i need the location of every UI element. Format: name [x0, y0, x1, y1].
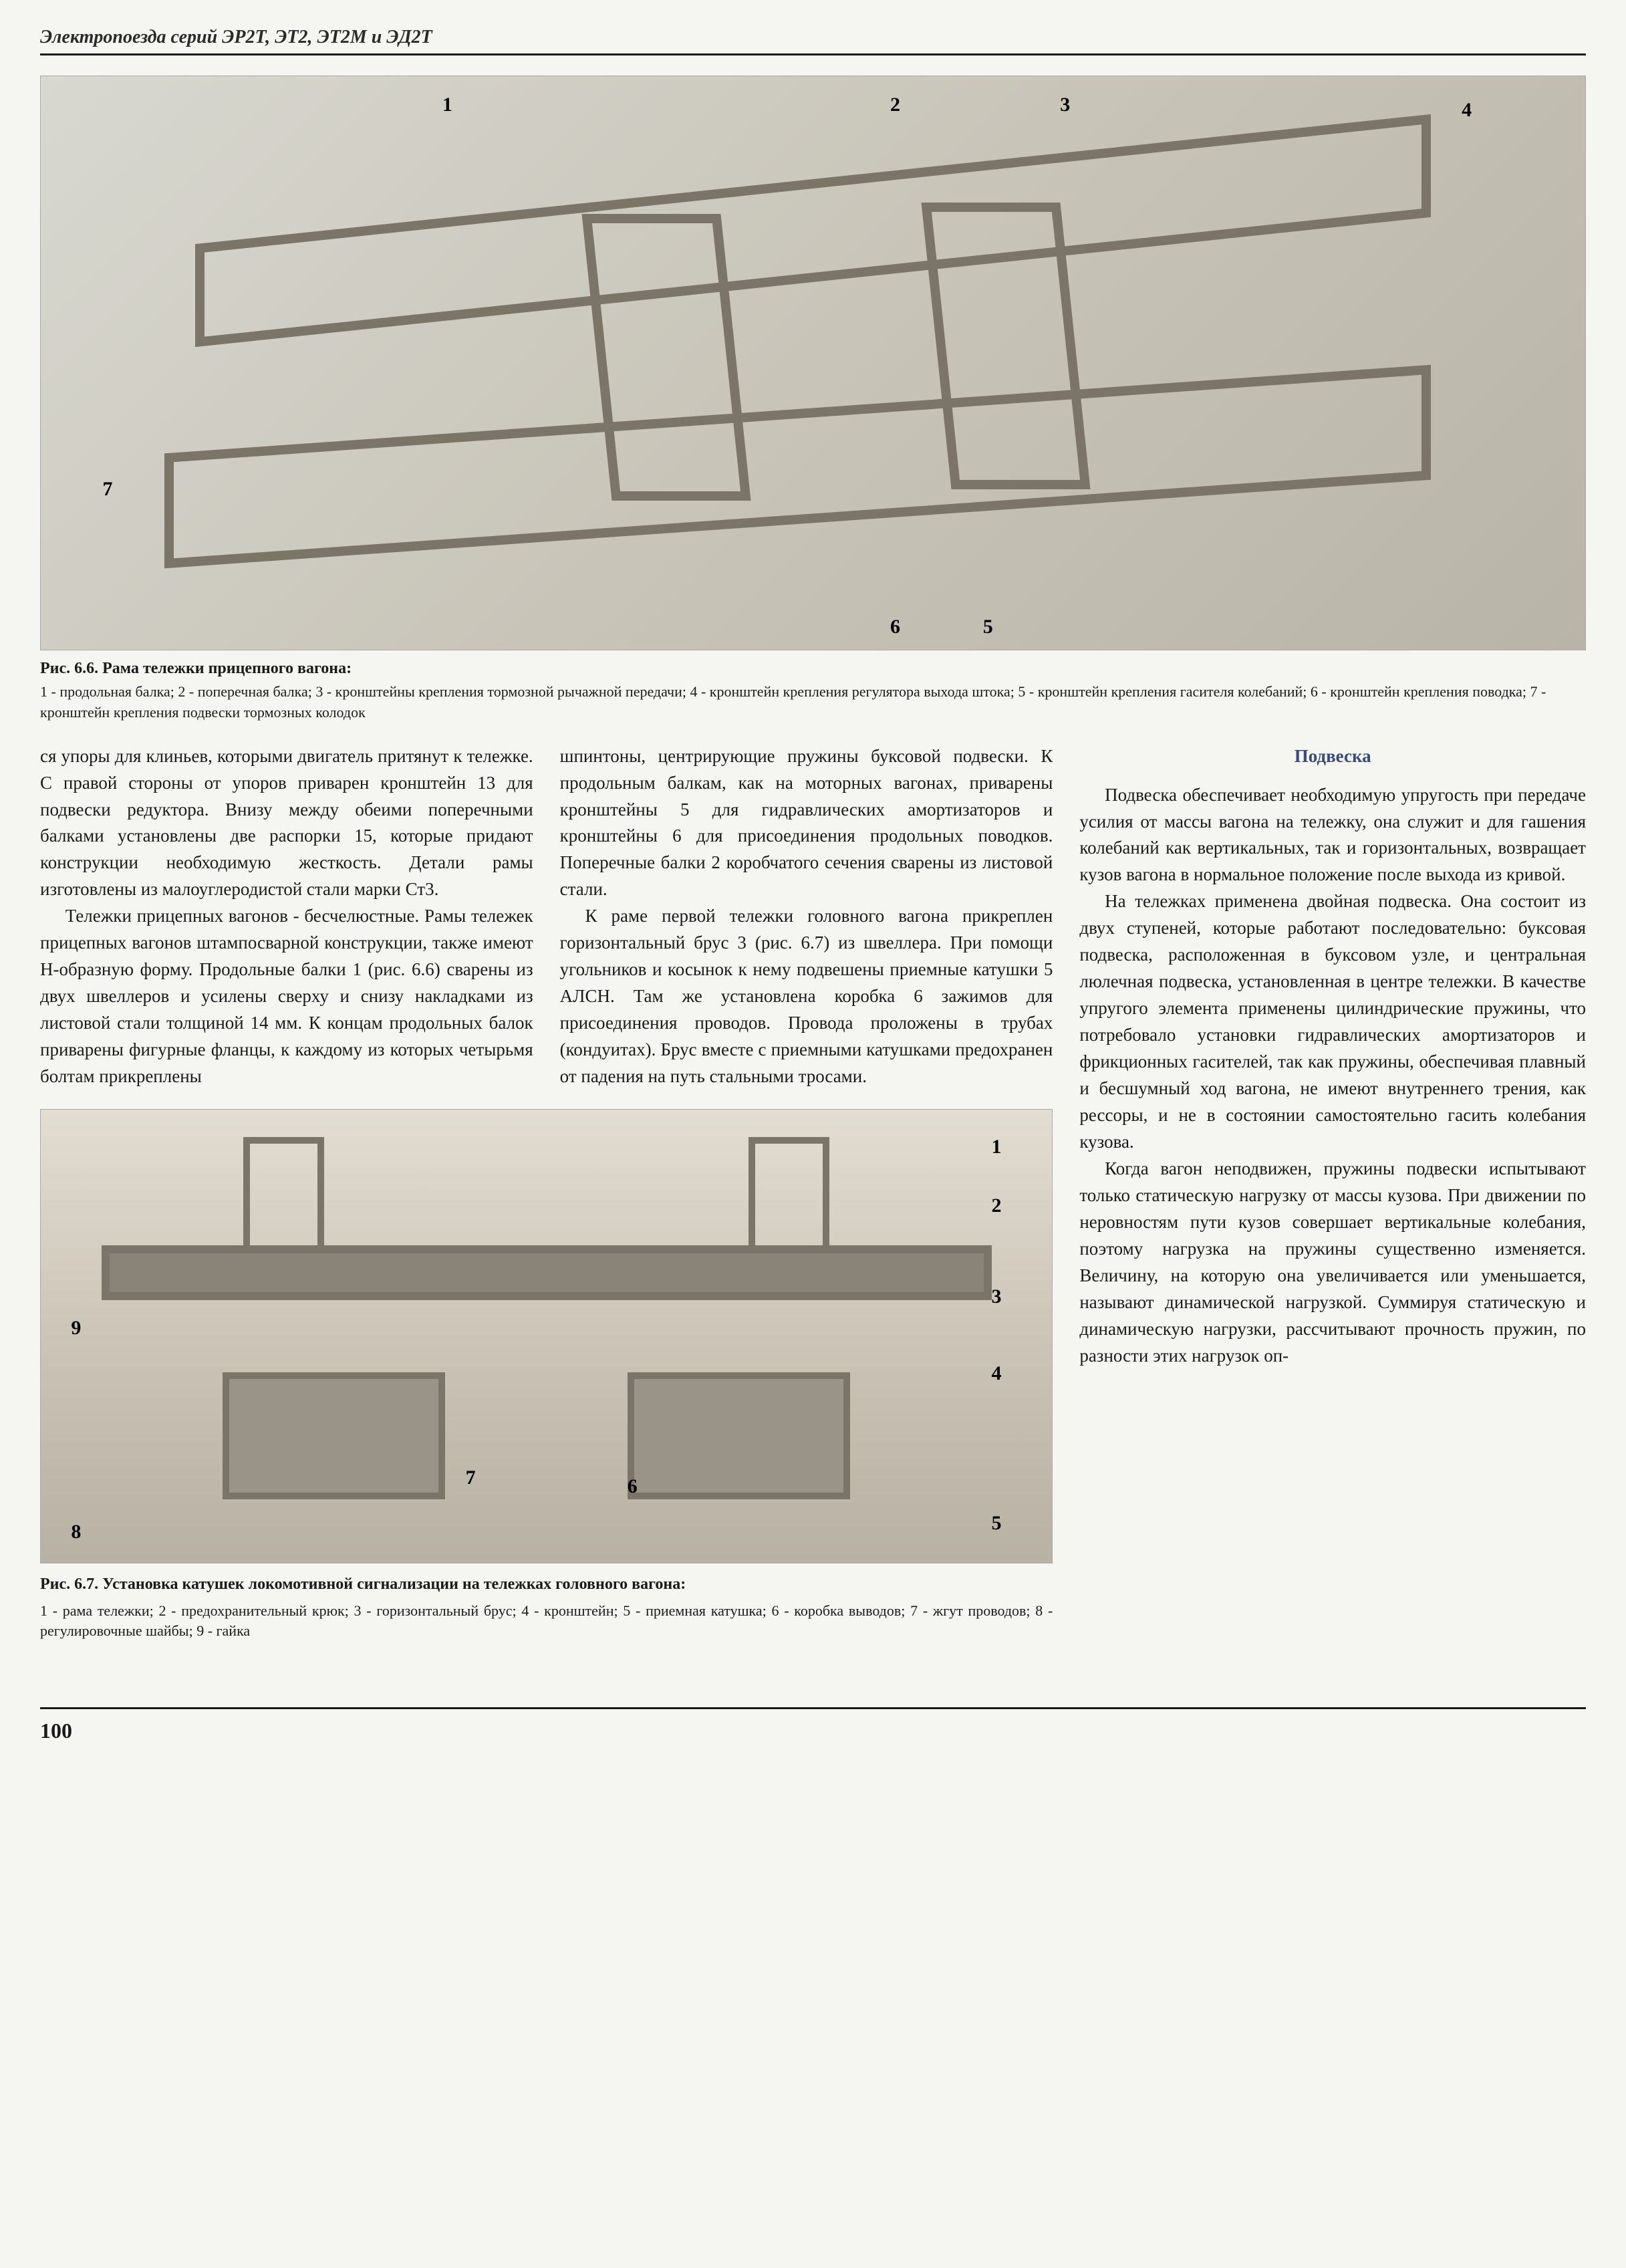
callout-4: 4 — [1462, 99, 1472, 122]
callout-3: 3 — [1060, 94, 1070, 116]
callout-b8: 8 — [71, 1517, 81, 1547]
section-heading-podveska: Подвеска — [1079, 743, 1586, 770]
callout-b2: 2 — [992, 1191, 1002, 1221]
callout-b1: 1 — [992, 1132, 1002, 1162]
callout-b3: 3 — [992, 1282, 1002, 1311]
col2-para-2: К раме первой тележки головного вагона п… — [560, 903, 1053, 1090]
callout-5: 5 — [983, 616, 993, 638]
running-header: Электропоезда серий ЭР2Т, ЭТ2, ЭТ2М и ЭД… — [40, 27, 1586, 55]
body-columns: ся упоры для клиньев, которыми двигатель… — [40, 743, 1586, 1681]
figure-6-6-image: 1 2 3 4 5 6 7 — [40, 76, 1586, 650]
col2-para-1: шпинтоны, центрирующие пружины буксовой … — [560, 743, 1053, 904]
callout-2: 2 — [890, 94, 900, 116]
col3-para-2: На тележках применена двойная подвеска. … — [1079, 888, 1586, 1156]
callout-b7: 7 — [466, 1463, 476, 1493]
callout-6: 6 — [890, 616, 900, 638]
figure-6-6-caption-legend: 1 - продольная балка; 2 - поперечная бал… — [40, 682, 1586, 723]
page-number: 100 — [40, 1719, 72, 1743]
column-2: шпинтоны, центрирующие пружины буксовой … — [560, 743, 1053, 1090]
figure-6-7-image: 1 2 3 4 5 6 7 8 9 — [40, 1109, 1053, 1563]
figure-6-6-caption-title: Рис. 6.6. Рама тележки прицепного вагона… — [40, 660, 1586, 678]
col1-para-1: ся упоры для клиньев, которыми двигатель… — [40, 743, 533, 904]
callout-b5: 5 — [992, 1509, 1002, 1538]
callout-b4: 4 — [992, 1359, 1002, 1388]
col3-para-1: Подвеска обеспечивает необходимую упруго… — [1079, 782, 1586, 889]
figure-6-7: 1 2 3 4 5 6 7 8 9 Рис. 6.7. Установка ка… — [40, 1109, 1053, 1660]
page-footer: 100 — [40, 1707, 1586, 1743]
figure-6-7-caption-title: Рис. 6.7. Установка катушек локомотивной… — [40, 1573, 1053, 1597]
callout-7: 7 — [102, 478, 112, 501]
callout-b9: 9 — [71, 1313, 81, 1343]
figure-6-7-caption-legend: 1 - рама тележки; 2 - предохранительный … — [40, 1601, 1053, 1642]
col1-para-2: Тележки прицепных вагонов - бесчелюстные… — [40, 903, 533, 1090]
callout-b6: 6 — [628, 1472, 638, 1501]
col3-para-3: Когда вагон неподвижен, пружины подвески… — [1079, 1156, 1586, 1370]
column-3: Подвеска Подвеска обеспечивает необходим… — [1079, 743, 1586, 1681]
figure-6-6: 1 2 3 4 5 6 7 Рис. 6.6. Рама тележки при… — [40, 76, 1586, 723]
column-1: ся упоры для клиньев, которыми двигатель… — [40, 743, 533, 1090]
callout-1: 1 — [442, 94, 452, 116]
